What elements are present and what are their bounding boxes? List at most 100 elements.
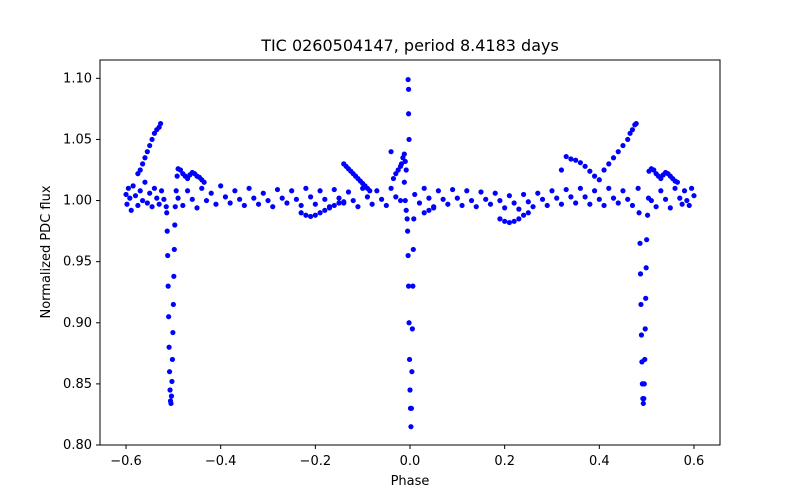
data-point xyxy=(128,207,134,213)
data-points xyxy=(123,76,697,430)
data-point xyxy=(144,200,150,206)
data-point xyxy=(410,283,416,289)
data-point xyxy=(317,210,323,216)
data-point xyxy=(161,196,167,202)
data-point xyxy=(573,157,579,163)
data-point xyxy=(350,197,356,204)
data-point xyxy=(473,204,479,210)
data-point xyxy=(643,295,649,301)
data-point xyxy=(270,204,276,210)
data-point xyxy=(172,204,178,210)
data-point xyxy=(672,185,678,191)
data-point xyxy=(203,197,210,204)
data-point xyxy=(127,195,133,201)
data-point xyxy=(615,149,621,155)
data-point xyxy=(322,196,328,202)
data-point xyxy=(175,195,181,201)
data-point xyxy=(686,202,692,209)
data-point xyxy=(135,202,141,209)
data-point xyxy=(312,212,318,218)
data-point xyxy=(620,188,626,194)
data-point xyxy=(331,186,337,193)
data-point xyxy=(539,196,546,202)
data-point xyxy=(497,197,503,204)
data-point xyxy=(169,378,175,385)
data-point xyxy=(638,301,644,308)
x-axis-label: Phase xyxy=(391,474,430,489)
data-point xyxy=(525,210,531,216)
data-point xyxy=(577,160,583,166)
data-point xyxy=(440,196,446,202)
data-point xyxy=(577,185,583,191)
plot-frame xyxy=(99,59,721,446)
data-point xyxy=(459,202,465,209)
data-point xyxy=(174,173,180,179)
data-point xyxy=(147,142,153,149)
data-point xyxy=(558,167,565,173)
data-point xyxy=(502,218,508,224)
data-point xyxy=(635,185,641,191)
data-point xyxy=(568,194,574,200)
data-point xyxy=(653,204,659,210)
data-point xyxy=(651,167,657,173)
data-point xyxy=(393,171,399,177)
data-point xyxy=(402,158,408,165)
data-point xyxy=(336,195,342,201)
data-point xyxy=(606,185,612,191)
data-point xyxy=(397,197,404,204)
data-point xyxy=(142,155,148,161)
data-point xyxy=(293,196,300,202)
data-point xyxy=(468,197,475,204)
data-point xyxy=(563,186,569,193)
data-point xyxy=(158,188,165,194)
data-point xyxy=(409,369,415,375)
data-point xyxy=(591,188,598,194)
data-point xyxy=(410,246,416,253)
data-point xyxy=(169,356,176,363)
y-tick-label: 1.05 xyxy=(63,132,92,147)
data-point xyxy=(411,216,417,222)
x-tick-label: −0.6 xyxy=(110,454,142,469)
data-point xyxy=(431,205,437,211)
data-point xyxy=(194,205,200,211)
data-point xyxy=(164,228,170,234)
data-point xyxy=(615,200,621,206)
data-point xyxy=(284,200,290,206)
data-point xyxy=(147,190,153,196)
data-point xyxy=(156,201,162,207)
data-point xyxy=(199,185,205,191)
data-point xyxy=(667,205,673,211)
data-point xyxy=(255,201,262,207)
data-point xyxy=(405,252,411,259)
data-point xyxy=(591,173,598,179)
data-point xyxy=(658,188,664,194)
data-point xyxy=(506,193,512,199)
data-point xyxy=(140,161,146,167)
data-point xyxy=(402,197,408,204)
data-point xyxy=(232,188,238,194)
x-tick-label: 0.0 xyxy=(400,454,421,469)
data-point xyxy=(125,185,131,191)
data-point xyxy=(516,216,522,222)
data-point xyxy=(677,195,683,201)
data-point xyxy=(689,185,695,191)
data-point xyxy=(383,202,389,209)
data-point xyxy=(149,136,155,143)
data-point xyxy=(173,188,179,194)
data-point xyxy=(587,201,593,207)
x-tick-label: 0.4 xyxy=(589,454,610,469)
data-point xyxy=(312,201,318,207)
data-point xyxy=(341,199,347,205)
data-point xyxy=(401,151,407,157)
data-point xyxy=(345,189,352,195)
data-point xyxy=(405,228,411,234)
data-point xyxy=(633,120,639,127)
data-point xyxy=(637,240,643,246)
data-point xyxy=(303,212,309,218)
data-point xyxy=(274,186,281,193)
data-point xyxy=(404,216,410,222)
data-point xyxy=(184,188,191,194)
data-point xyxy=(237,196,243,202)
data-point xyxy=(492,190,498,196)
